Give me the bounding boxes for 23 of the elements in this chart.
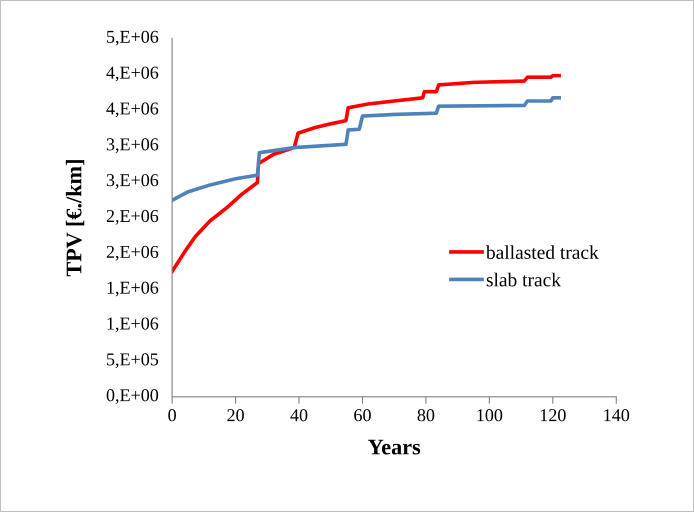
x-tick-label: 60 — [354, 409, 371, 422]
x-tick-label: 80 — [418, 409, 434, 422]
text: 2,E+06 — [106, 246, 158, 261]
x-axis-title: Years — [368, 440, 420, 455]
x-tick-label: 140 — [604, 409, 630, 422]
x-tick-label: 120 — [540, 409, 566, 422]
x-tick-label: 40 — [290, 409, 308, 422]
text: 5,E+06 — [107, 30, 158, 46]
text: 2,E+06 — [106, 210, 158, 225]
x-tick-label: 20 — [227, 409, 244, 422]
text: 5,E+05 — [107, 353, 158, 368]
text: 3,E+06 — [106, 174, 158, 189]
text: 1,E+06 — [108, 282, 158, 296]
legend-label: ballasted track — [486, 245, 599, 259]
legend-label: slab track — [486, 272, 561, 286]
text: 0,E+00 — [106, 389, 158, 404]
text: 3,E+06 — [106, 138, 158, 154]
text: 1,E+06 — [108, 317, 158, 332]
x-tick-label: 100 — [477, 409, 502, 422]
x-tick-label: 0 — [168, 409, 176, 422]
y-axis-title: TPV [€./km] — [66, 160, 84, 276]
text: 4,E+06 — [106, 102, 158, 118]
text: 4,E+06 — [106, 66, 158, 82]
